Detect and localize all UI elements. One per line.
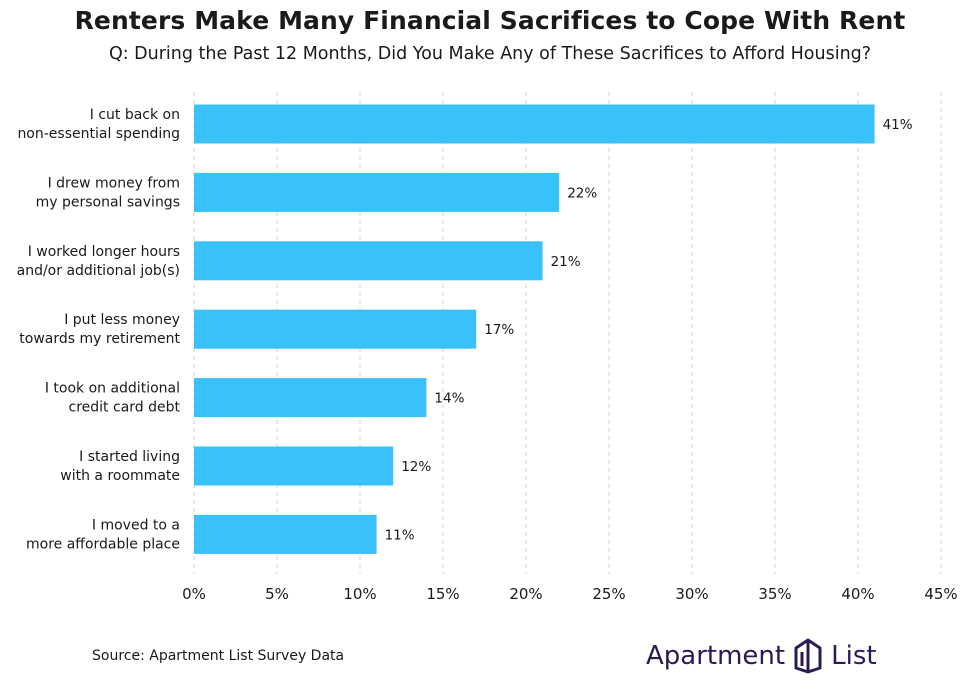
category-label: my personal savings	[36, 194, 180, 210]
data-label: 17%	[484, 322, 514, 338]
data-label: 12%	[401, 459, 431, 475]
x-tick-label: 40%	[841, 585, 874, 603]
category-label: non-essential spending	[17, 126, 180, 142]
category-label: I moved to a	[92, 517, 180, 533]
x-tick-label: 45%	[924, 585, 957, 603]
category-label: towards my retirement	[19, 331, 180, 347]
bar	[194, 172, 560, 212]
bar	[194, 104, 875, 144]
category-label: and/or additional job(s)	[17, 263, 180, 279]
x-tick-label: 5%	[265, 585, 289, 603]
data-label: 11%	[385, 527, 415, 543]
bar	[194, 241, 543, 281]
category-label: I started living	[79, 449, 180, 465]
x-tick-label: 25%	[592, 585, 625, 603]
chart-title: Renters Make Many Financial Sacrifices t…	[74, 6, 906, 35]
bar	[194, 378, 427, 418]
x-tick-label: 10%	[343, 585, 376, 603]
category-label: I cut back on	[90, 107, 180, 123]
category-label: with a roommate	[60, 468, 180, 484]
data-label: 22%	[567, 185, 597, 201]
apartment-list-logo-icon	[793, 638, 823, 674]
data-label: 41%	[883, 117, 913, 133]
brand-logo: Apartment List	[646, 638, 877, 674]
brand-word-list: List	[831, 641, 877, 671]
x-tick-label: 30%	[675, 585, 708, 603]
x-tick-label: 0%	[182, 585, 206, 603]
category-label: more affordable place	[26, 536, 180, 552]
category-label: I took on additional	[45, 381, 180, 397]
data-label: 14%	[434, 391, 464, 407]
chart-subtitle: Q: During the Past 12 Months, Did You Ma…	[108, 44, 872, 64]
category-label: I put less money	[64, 312, 180, 328]
x-tick-label: 20%	[509, 585, 542, 603]
source-note: Source: Apartment List Survey Data	[92, 648, 345, 664]
bar	[194, 514, 377, 554]
bar	[194, 309, 477, 349]
category-label: I drew money from	[48, 175, 180, 191]
category-label: credit card debt	[69, 400, 181, 416]
brand-word-apartment: Apartment	[646, 641, 786, 671]
x-tick-label: 15%	[426, 585, 459, 603]
bar	[194, 446, 394, 486]
category-label: I worked longer hours	[28, 244, 180, 260]
data-label: 21%	[551, 254, 581, 270]
x-tick-label: 35%	[758, 585, 791, 603]
